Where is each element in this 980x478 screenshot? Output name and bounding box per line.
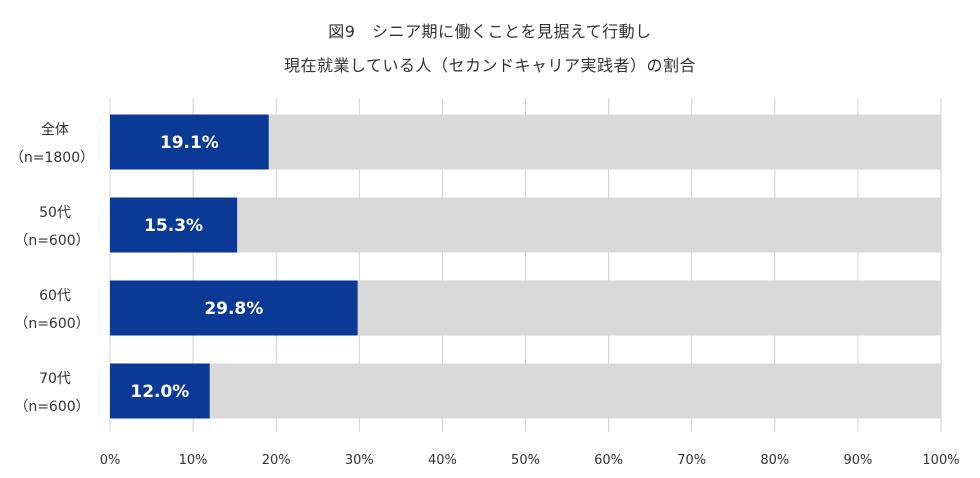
- x-tick-label-30: 30%: [345, 453, 374, 468]
- category-labels: 全体 （n=1800） 50代 （n=600） 60代 （n=600） 70代 （n=600）: [10, 121, 94, 415]
- x-tick-label-70: 70%: [677, 453, 706, 468]
- category-sample-label-2: （n=600）: [14, 316, 89, 332]
- x-tick-label-0: 0%: [100, 453, 121, 468]
- bar-remainder-3: [209, 363, 942, 419]
- bar-value-3: [110, 363, 210, 419]
- bar-value-label-3: 12.0%: [130, 382, 189, 402]
- bar-remainder-1: [237, 197, 941, 253]
- bar-value-0: [110, 114, 269, 170]
- x-tick-label-90: 90%: [843, 453, 872, 468]
- category-sample-label-0: （n=1800）: [10, 150, 94, 166]
- bar-value-label-1: 15.3%: [144, 216, 203, 236]
- category-label-0: 全体: [41, 121, 69, 138]
- bar-value-2: [110, 280, 358, 336]
- category-sample-label-1: （n=600）: [14, 233, 89, 249]
- x-tick-label-10: 10%: [179, 453, 208, 468]
- x-tick-label-20: 20%: [262, 453, 291, 468]
- x-tick-label-60: 60%: [594, 453, 623, 468]
- bar-value-1: [110, 197, 238, 253]
- x-axis-tick-labels: 0% 10% 20% 30% 40% 50% 60% 70% 80% 90% 100%: [100, 453, 960, 468]
- bars: 19.1% 15.3% 29.8% 12.0%: [110, 114, 942, 419]
- bar-value-label-0: 19.1%: [160, 133, 219, 153]
- chart-title-line-1: 図9 シニア期に働くことを見据えて行動し: [328, 22, 652, 41]
- x-tick-label-40: 40%: [428, 453, 457, 468]
- category-sample-label-3: （n=600）: [14, 399, 89, 415]
- x-tick-label-50: 50%: [511, 453, 540, 468]
- category-label-3: 70代: [39, 371, 71, 387]
- category-label-2: 60代: [39, 288, 71, 304]
- x-tick-label-100: 100%: [922, 453, 959, 468]
- bar-value-label-2: 29.8%: [204, 299, 263, 319]
- bar-remainder-0: [268, 114, 941, 170]
- bar-remainder-2: [357, 280, 941, 336]
- category-label-1: 50代: [39, 205, 71, 221]
- chart-title-line-2: 現在就業している人（セカンドキャリア実践者）の割合: [283, 56, 697, 75]
- x-tick-label-80: 80%: [760, 453, 789, 468]
